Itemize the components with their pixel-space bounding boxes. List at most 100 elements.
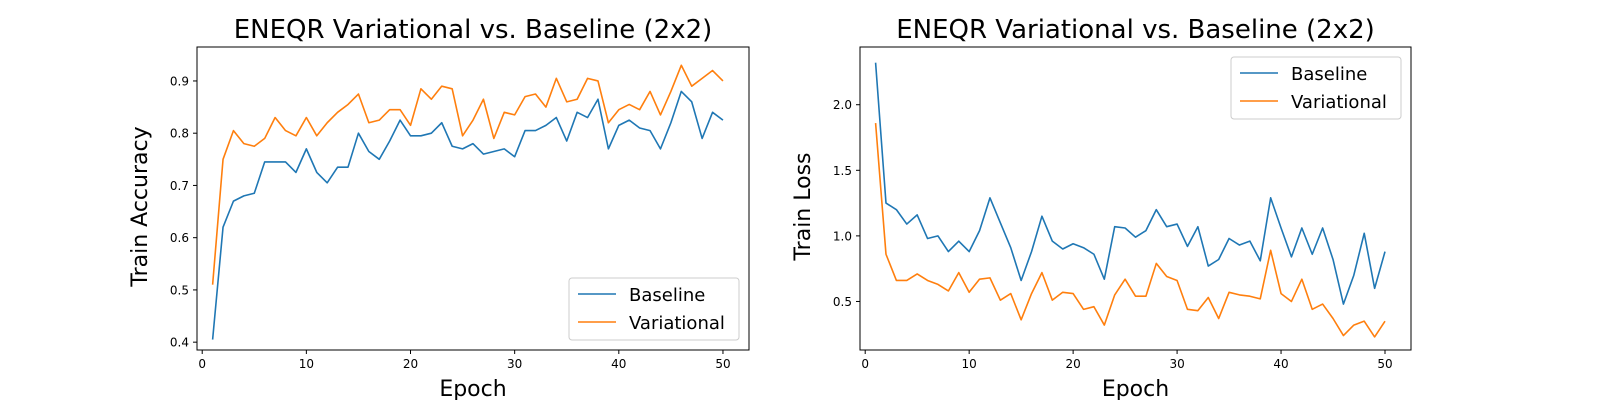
series-baseline-point [680,90,683,93]
series-variational-point [492,137,495,140]
series-variational-point [1332,317,1335,320]
series-variational-point [399,108,402,111]
series-variational-point [999,299,1002,302]
series-baseline-point [347,166,350,169]
series-baseline-point [378,158,381,161]
series-variational-point [472,119,475,122]
legend-label-baseline: Baseline [1291,64,1367,85]
x-axis-label: Epoch [439,377,506,400]
series-baseline-point [1124,227,1127,230]
series-variational-point [482,98,485,101]
series-baseline-point [1269,196,1272,199]
series-baseline-point [409,134,412,137]
series-variational-point [1103,324,1106,327]
series-variational-point [211,283,214,286]
series-variational-point [1373,335,1376,338]
x-tick-label: 10 [299,357,314,371]
series-variational-point [388,108,391,111]
series-variational-point [336,111,339,114]
series-variational-point [947,289,950,292]
y-tick-label: 0.4 [170,336,189,350]
series-variational-point [895,279,898,282]
series-variational-point [544,106,547,109]
y-tick-label: 0.6 [170,231,189,245]
series-variational-point [1176,279,1179,282]
series-baseline-point [1165,225,1168,228]
series-variational-point [1384,320,1387,323]
x-tick-label: 20 [403,357,418,371]
x-axis-label: Epoch [1102,377,1169,400]
series-variational-point [874,122,877,125]
series-variational-point [1124,278,1127,281]
series-baseline-point [482,153,485,156]
series-variational-point [440,85,443,88]
series-baseline-point [669,121,672,124]
series-variational-point [1155,262,1158,265]
plot-frame [196,46,750,351]
series-variational-point [926,279,929,282]
series-variational-point [1051,299,1054,302]
series-baseline-point [503,147,506,150]
y-tick-label: 0.7 [170,179,189,193]
series-variational-point [326,121,329,124]
series-variational-point [1300,278,1303,281]
series-variational-line [211,64,724,285]
plot-frame [859,46,1412,351]
series-baseline-point [367,150,370,153]
series-variational-point [1134,295,1137,298]
series-variational-point [721,79,724,82]
series-variational-point [1207,296,1210,299]
series-variational-point [1030,292,1033,295]
series-baseline-point [649,129,652,132]
series-variational-line [874,123,1386,338]
series-variational-point [1072,292,1075,295]
series-baseline-point [211,338,214,341]
series-baseline-point [253,192,256,195]
series-baseline-point [1280,227,1283,230]
series-baseline-point [451,145,454,148]
series-variational-point [419,87,422,90]
series-variational-point [451,87,454,90]
series-variational-point [534,93,537,96]
series-baseline-point [524,129,527,132]
series-baseline-point [1373,287,1376,290]
series-variational-point [1165,275,1168,278]
series-variational-point [690,85,693,88]
series-variational-point [936,283,939,286]
series-variational-point [884,253,887,256]
series-variational-point [1248,295,1251,298]
series-baseline-point [978,229,981,232]
x-tick-label: 10 [962,357,977,371]
series-variational-point [1082,308,1085,311]
series-variational-point [294,134,297,137]
series-baseline-point [1352,274,1355,277]
y-tick-label: 0.8 [170,127,189,141]
y-tick-label: 1.0 [833,229,852,243]
series-variational-point [222,158,225,161]
chart-loss: ENEQR Variational vs. Baseline (2x2) 0 10 2… [791,15,1412,400]
series-variational-point [617,108,620,111]
series-baseline-point [1051,240,1054,243]
chart-title: ENEQR Variational vs. Baseline (2x2) [896,15,1375,45]
series-baseline-point [222,226,225,229]
x-tick-label: 30 [1169,357,1184,371]
series-baseline-point [430,132,433,135]
series-variational-point [607,121,610,124]
series-baseline-point [336,166,339,169]
series-variational-point [988,276,991,279]
series-baseline-point [895,208,898,211]
series-baseline-point [263,160,266,163]
series-baseline-point [555,116,558,119]
y-tick-label: 2.0 [833,98,852,112]
series-baseline-point [1155,208,1158,211]
series-baseline-point [274,160,277,163]
series-baseline-point [701,137,704,140]
series-baseline-point [492,150,495,153]
series-baseline-point [1290,255,1293,258]
series-variational-point [524,95,527,98]
series-baseline-point [315,171,318,174]
series-variational-point [409,124,412,127]
series-baseline-point [711,111,714,114]
series-variational-point [1113,293,1116,296]
